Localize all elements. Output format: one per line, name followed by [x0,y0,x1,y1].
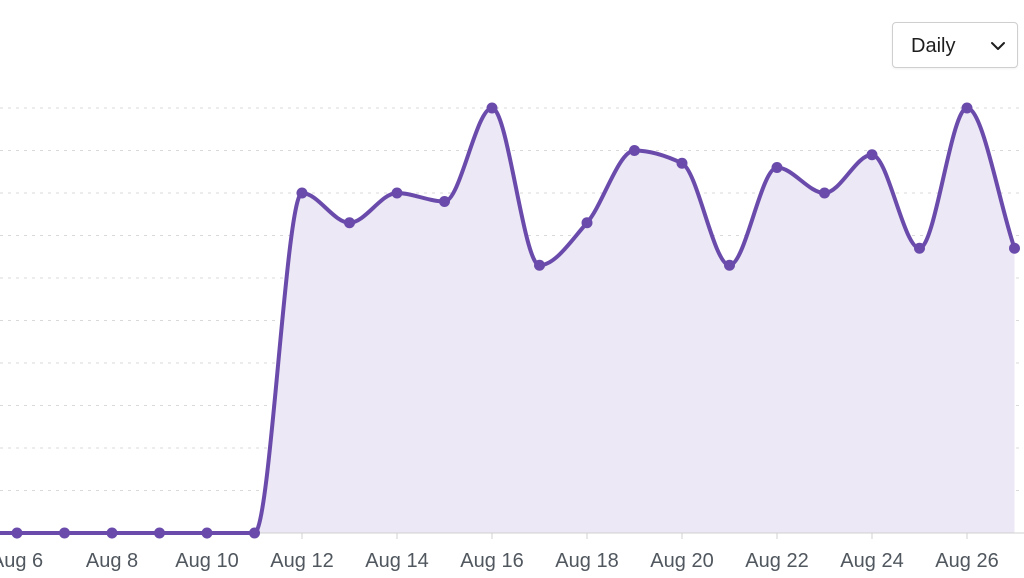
data-point-aug-26[interactable] [961,102,973,114]
data-point-aug-15[interactable] [439,196,450,207]
data-point-aug-17[interactable] [534,259,545,271]
x-tick-label: Aug 16 [460,550,523,572]
data-point-aug-21[interactable] [724,259,735,271]
x-tick-label: Aug 12 [270,550,333,572]
data-point-aug-8[interactable] [106,527,118,539]
period-select[interactable]: Daily [892,22,1018,68]
data-point-aug-6[interactable] [11,527,23,539]
data-point-aug-10[interactable] [201,527,213,539]
x-tick-label: Aug 8 [86,550,138,572]
period-select-value: Daily [911,35,956,57]
chevron-down-icon [991,42,1005,50]
area-fill [0,108,1015,533]
x-tick-label: Aug 24 [840,550,903,572]
data-point-aug-9[interactable] [154,527,165,539]
data-point-aug-14[interactable] [391,187,403,199]
x-tick-label: Aug 20 [650,550,713,572]
x-tick-label: Aug 22 [745,550,808,572]
x-axis-labels: Aug 6 Aug 8 Aug 10 Aug 12 Aug 14 Aug 16 Aug 18… [0,550,999,572]
data-point-aug-7[interactable] [59,527,70,539]
data-point-aug-24[interactable] [866,149,878,161]
data-point-aug-22[interactable] [771,162,783,173]
data-point-aug-18[interactable] [581,217,593,229]
data-point-aug-25[interactable] [914,242,925,254]
x-tick-label: Aug 6 [0,550,43,572]
x-tick-label: Aug 10 [175,550,238,572]
data-point-aug-20[interactable] [676,157,688,169]
data-point-aug-12[interactable] [296,187,308,199]
data-point-aug-19[interactable] [629,145,640,156]
x-tick-label: Aug 18 [555,550,618,572]
data-point-aug-13[interactable] [344,217,355,229]
data-point-aug-23[interactable] [819,187,830,199]
data-point-aug-16[interactable] [486,102,498,114]
data-points [11,102,1020,539]
data-point-aug-27[interactable] [1009,242,1020,254]
x-tick-label: Aug 26 [935,550,998,572]
x-tick-label: Aug 14 [365,550,428,572]
data-point-aug-11[interactable] [249,527,260,539]
